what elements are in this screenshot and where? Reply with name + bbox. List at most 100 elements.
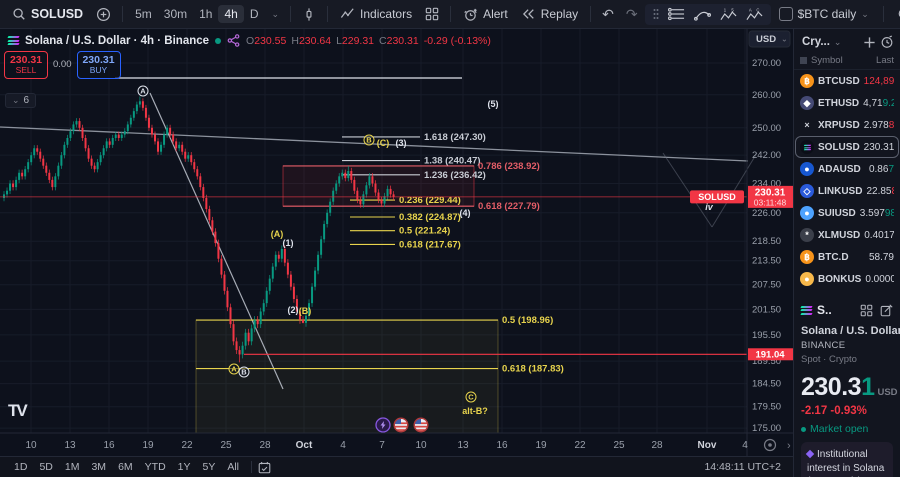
- currency-selector-button[interactable]: USD ⌄: [748, 30, 791, 48]
- watchlist-symbol: XLMUSD: [818, 229, 861, 241]
- alert-button[interactable]: Alert: [457, 5, 514, 24]
- drag-handle-icon[interactable]: [653, 8, 659, 20]
- us-flag-event-icon[interactable]: [413, 417, 429, 433]
- interval-dropdown-chevron[interactable]: ⌄: [271, 8, 280, 19]
- layout-checkbox[interactable]: [778, 7, 793, 21]
- svg-text:03:11:48: 03:11:48: [754, 197, 787, 207]
- layout-chevron-icon: ⌄: [861, 8, 869, 19]
- adausd-coin-icon: ●: [800, 162, 814, 176]
- svg-text:22: 22: [574, 440, 586, 451]
- range-button-1M[interactable]: 1M: [64, 461, 80, 473]
- alert-price-chip[interactable]: 191.04: [748, 348, 793, 361]
- fib-retracement-yellow[interactable]: 0.236 (229.44) 0.382 (224.87) 0.5 (221.24)…: [350, 195, 461, 250]
- interval-button-D[interactable]: D: [249, 7, 259, 21]
- replay-label: Replay: [540, 7, 579, 21]
- price-axis[interactable]: 270.00 260.00 250.00 242.00 234.00 226.00 218.…: [746, 29, 793, 456]
- range-button-1Y[interactable]: 1Y: [177, 461, 191, 473]
- trendlines-template-icon[interactable]: [667, 7, 685, 21]
- interval-button-30m[interactable]: 30m: [163, 7, 188, 21]
- time-axis[interactable]: 10 13 16 19 22 25 28 Oct 4 7 10 13 16 19 22 25 28 Nov 4: [0, 432, 793, 451]
- watchlist-row-XRPUSD[interactable]: × XRPUSD 2.9788: [795, 114, 899, 136]
- us-flag-event-icon[interactable]: [393, 417, 409, 433]
- econ-bolt-event-icon[interactable]: [375, 417, 391, 433]
- svg-text:1: 1: [723, 7, 726, 12]
- watchlist-row-ADAUSD[interactable]: ● ADAUSD 0.867: [795, 158, 899, 180]
- currency-label: USD: [877, 387, 898, 398]
- watchlist-sections-button[interactable]: [880, 35, 894, 49]
- interval-button-1h[interactable]: 1h: [199, 7, 213, 21]
- fib-zone-red[interactable]: 0.786 (238.92) 0.618 (227.79): [283, 161, 540, 212]
- chart-legend[interactable]: Solana / U.S. Dollar · 4h · Binance O230…: [7, 34, 491, 47]
- trendline[interactable]: [711, 152, 758, 228]
- svg-text:10: 10: [25, 440, 37, 451]
- curve-template-icon[interactable]: [693, 7, 711, 21]
- watchlist-row-SOLUSD[interactable]: SOLUSD 230.31: [795, 136, 899, 158]
- layout-grid-icon[interactable]: [860, 304, 873, 317]
- trendline[interactable]: [149, 92, 284, 390]
- panel-collapse-handle[interactable]: ›: [787, 440, 791, 452]
- news-card[interactable]: Institutional interest in Solana (SOLUSD…: [801, 442, 893, 477]
- svg-text:0.382 (224.87): 0.382 (224.87): [399, 212, 461, 223]
- interval-button-4h[interactable]: 4h: [218, 5, 244, 23]
- quick-search-button[interactable]: [892, 5, 900, 24]
- fib-extension-gray[interactable]: 1.618 (247.30) 1.38 (240.47) 1.236 (236.42…: [342, 132, 486, 181]
- range-button-1D[interactable]: 1D: [14, 461, 28, 473]
- redo-button[interactable]: ↷: [625, 5, 638, 22]
- object-tree-collapsed-chip[interactable]: ⌄ 6: [5, 93, 37, 108]
- indicator-templates-button[interactable]: [420, 5, 444, 23]
- toolbar-divider: [290, 6, 292, 22]
- svg-text:250.00: 250.00: [752, 123, 781, 134]
- price-chart[interactable]: 1.618 (247.30) 1.38 (240.47) 1.236 (236.42…: [0, 29, 793, 456]
- trendline[interactable]: [662, 152, 713, 228]
- watchlist-title-chevron[interactable]: ⌄: [833, 36, 842, 47]
- session-clock[interactable]: 14:48:11 UTC+2: [704, 461, 781, 473]
- watchlist-last-price: 22.858: [866, 185, 894, 197]
- share-ideas-icon[interactable]: [227, 34, 240, 47]
- compare-add-button[interactable]: [91, 5, 116, 24]
- replay-button[interactable]: Replay: [516, 5, 584, 23]
- tradingview-logo[interactable]: TV: [8, 401, 28, 420]
- axis-settings-icon[interactable]: [763, 438, 777, 452]
- chart-style-button[interactable]: [297, 5, 321, 24]
- main-content: 1.618 (247.30) 1.38 (240.47) 1.236 (236.42…: [0, 29, 900, 477]
- add-symbol-button[interactable]: [863, 36, 876, 49]
- buy-button[interactable]: 230.31 BUY: [76, 51, 121, 79]
- range-button-YTD[interactable]: YTD: [144, 461, 166, 473]
- watchlist-title[interactable]: Cry...: [802, 36, 830, 48]
- indicators-button[interactable]: Indicators: [334, 5, 418, 23]
- interval-button-5m[interactable]: 5m: [135, 7, 152, 21]
- symbol-search-button[interactable]: SOLUSD: [6, 5, 89, 23]
- undo-button[interactable]: ↶: [602, 5, 614, 22]
- details-pair-row[interactable]: Solana / U.S. Dollar ·: [801, 325, 900, 337]
- watchlist-column-headers[interactable]: Symbol Last: [794, 53, 900, 70]
- news-text: Institutional interest in Solana (SOLUSD…: [807, 449, 885, 477]
- chart-symbol-title[interactable]: Solana / U.S. Dollar · 4h · Binance: [25, 34, 210, 47]
- sell-button[interactable]: 230.31 SELL: [4, 51, 48, 79]
- svg-text:(A): (A): [271, 229, 284, 239]
- svg-text:28: 28: [651, 440, 663, 451]
- go-to-date-calendar-icon[interactable]: [258, 461, 271, 474]
- range-button-5Y[interactable]: 5Y: [202, 461, 216, 473]
- range-button-5D[interactable]: 5D: [39, 461, 53, 473]
- layout-select-button[interactable]: $BTC daily ⌄: [773, 5, 875, 23]
- svg-text:0.5 (221.24): 0.5 (221.24): [399, 226, 450, 237]
- range-button-3M[interactable]: 3M: [91, 461, 107, 473]
- watchlist-symbol: ADAUSD: [818, 163, 861, 175]
- watchlist-row-BTC.D[interactable]: ฿ BTC.D 58.79: [795, 246, 899, 268]
- svg-text:USD: USD: [756, 34, 776, 45]
- compose-icon[interactable]: [880, 303, 893, 317]
- svg-text:207.50: 207.50: [752, 280, 781, 291]
- range-button-6M[interactable]: 6M: [118, 461, 133, 473]
- xlmusd-coin-icon: *: [800, 228, 814, 242]
- range-button-All[interactable]: All: [227, 461, 240, 473]
- svg-text:1.618 (247.30): 1.618 (247.30): [424, 132, 486, 143]
